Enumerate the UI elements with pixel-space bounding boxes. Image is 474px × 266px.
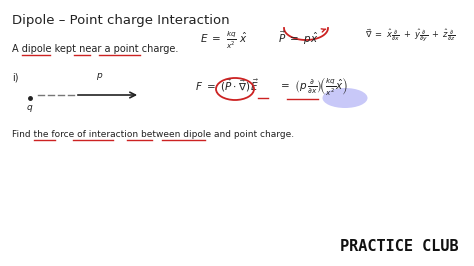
Text: $p$: $p$ <box>96 71 104 82</box>
Text: $F\ =\ (\vec{P}\cdot\vec{\nabla})\,\vec{E}$: $F\ =\ (\vec{P}\cdot\vec{\nabla})\,\vec{… <box>195 78 259 94</box>
Text: $\vec{P}\ =\ p\hat{x}$: $\vec{P}\ =\ p\hat{x}$ <box>278 30 319 47</box>
Text: $\vec{\nabla}\ =\ \hat{x}\frac{\partial}{\partial x}\ +\ \hat{y}\frac{\partial}{: $\vec{\nabla}\ =\ \hat{x}\frac{\partial}… <box>365 28 456 44</box>
Ellipse shape <box>322 88 367 108</box>
Text: A dipole kept near a point charge.: A dipole kept near a point charge. <box>12 44 178 54</box>
Text: $E\ =\ \frac{kq}{x^2}\ \hat{x}$: $E\ =\ \frac{kq}{x^2}\ \hat{x}$ <box>200 30 248 51</box>
Text: Find the force of interaction between dipole and point charge.: Find the force of interaction between di… <box>12 130 294 139</box>
Text: i): i) <box>12 72 18 82</box>
Text: $=\ \left(p\,\frac{\partial}{\partial x}\right)\!\left(\frac{kq}{x^2}\hat{x}\rig: $=\ \left(p\,\frac{\partial}{\partial x}… <box>278 75 348 97</box>
Text: Dipole – Point charge Interaction: Dipole – Point charge Interaction <box>12 14 229 27</box>
Text: PRACTICE CLUB: PRACTICE CLUB <box>340 239 459 254</box>
Text: $q$: $q$ <box>26 103 33 114</box>
